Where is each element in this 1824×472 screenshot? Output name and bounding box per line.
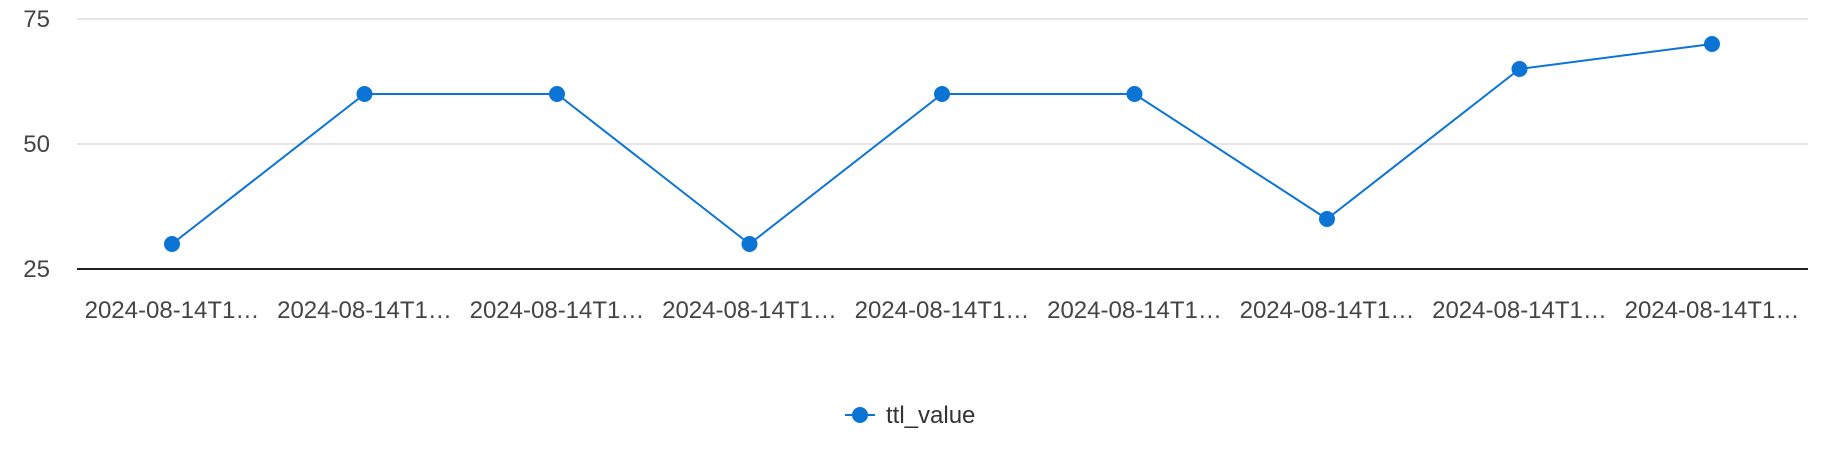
x-tick-label: 2024-08-14T1… bbox=[470, 297, 645, 324]
data-point bbox=[549, 86, 565, 102]
x-tick-label: 2024-08-14T1… bbox=[277, 297, 452, 324]
x-tick-label: 2024-08-14T1… bbox=[1625, 297, 1800, 324]
y-axis-tick-labels: 25 50 75 bbox=[23, 6, 50, 283]
y-tick-label: 25 bbox=[23, 256, 50, 283]
data-point bbox=[1704, 36, 1720, 52]
x-tick-label: 2024-08-14T1… bbox=[855, 297, 1030, 324]
data-point bbox=[164, 236, 180, 252]
y-tick-label: 50 bbox=[23, 131, 50, 158]
data-point bbox=[741, 236, 758, 252]
legend-item-ttl_value[interactable]: ttl_value bbox=[845, 402, 975, 429]
x-tick-label: 2024-08-14T1… bbox=[1047, 297, 1222, 324]
legend-label: ttl_value bbox=[886, 402, 975, 429]
data-point bbox=[356, 86, 373, 102]
series-ttl_value bbox=[164, 36, 1720, 252]
x-tick-label: 2024-08-14T1… bbox=[1432, 297, 1607, 324]
data-point bbox=[934, 86, 950, 102]
x-axis-tick-labels: 2024-08-14T1… 2024-08-14T1… 2024-08-14T1… 2… bbox=[85, 297, 1800, 324]
x-tick-label: 2024-08-14T1… bbox=[85, 297, 260, 324]
y-tick-label: 75 bbox=[23, 6, 50, 33]
data-point bbox=[1511, 61, 1528, 77]
legend[interactable]: ttl_value bbox=[845, 402, 975, 429]
legend-circle-marker bbox=[852, 407, 868, 423]
x-tick-label: 2024-08-14T1… bbox=[662, 297, 837, 324]
data-point bbox=[1126, 86, 1143, 102]
data-point bbox=[1319, 211, 1335, 227]
series-layer bbox=[164, 36, 1720, 252]
gridlines bbox=[77, 18, 1808, 145]
x-tick-label: 2024-08-14T1… bbox=[1240, 297, 1415, 324]
